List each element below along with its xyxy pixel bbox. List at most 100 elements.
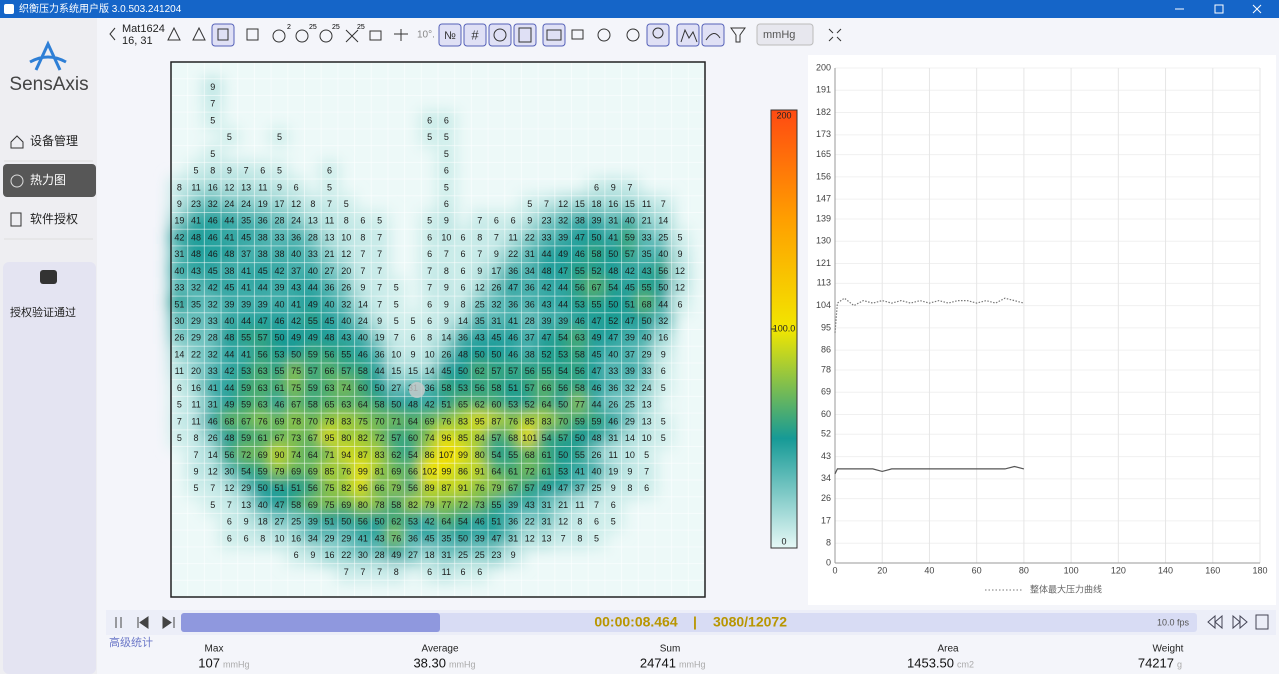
heat-cell bbox=[502, 477, 524, 499]
menu-selected[interactable] bbox=[3, 164, 96, 197]
y-tick-label: 52 bbox=[821, 429, 831, 439]
playback-controls[interactable] bbox=[115, 616, 175, 629]
cell-value: 8 bbox=[394, 567, 399, 577]
menu-item[interactable]: 设备管理 bbox=[30, 133, 78, 148]
cell-value: 36 bbox=[458, 333, 468, 343]
heat-cell bbox=[486, 411, 507, 432]
cell-value: 28 bbox=[274, 216, 284, 226]
cell-value: 39 bbox=[625, 333, 635, 343]
cell-value: 19 bbox=[375, 333, 385, 343]
cell-value: 36 bbox=[325, 283, 335, 293]
heat-cell bbox=[352, 210, 374, 232]
heat-cell bbox=[269, 344, 290, 365]
cell-value: 47 bbox=[558, 483, 568, 493]
cell-value: 32 bbox=[491, 299, 501, 309]
heat-cell bbox=[636, 394, 657, 416]
cell-value: 64 bbox=[541, 400, 551, 410]
back-button[interactable] bbox=[109, 27, 116, 41]
heat-cell bbox=[536, 327, 557, 349]
cell-value: 6 bbox=[227, 517, 232, 527]
y-tick-label: 200 bbox=[816, 62, 831, 72]
unit-select[interactable]: mmHg bbox=[763, 29, 795, 41]
heat-cell bbox=[419, 511, 440, 533]
export-button[interactable] bbox=[1255, 614, 1269, 630]
cell-value: 39 bbox=[475, 533, 485, 543]
cell-value: 59 bbox=[308, 349, 318, 359]
heat-cell bbox=[486, 327, 507, 349]
cell-value: 63 bbox=[258, 366, 268, 376]
menu-item[interactable]: 热力图 bbox=[30, 173, 66, 187]
heat-cell bbox=[452, 294, 474, 315]
cell-value: 5 bbox=[611, 517, 616, 527]
cell-value: 32 bbox=[341, 299, 351, 309]
heat-cell bbox=[586, 260, 607, 282]
cell-value: 55 bbox=[308, 316, 318, 326]
heat-cell bbox=[552, 227, 574, 248]
heat-cell bbox=[652, 411, 674, 432]
heat-cell bbox=[519, 277, 541, 299]
cell-value: 58 bbox=[441, 383, 451, 393]
heat-cell bbox=[569, 344, 591, 365]
heat-cell bbox=[536, 310, 557, 332]
heat-cell bbox=[319, 260, 340, 282]
cell-value: 70 bbox=[375, 416, 385, 426]
cell-value: 50 bbox=[375, 383, 385, 393]
cell-value: 96 bbox=[358, 483, 368, 493]
cell-value: 42 bbox=[425, 517, 435, 527]
heat-cell bbox=[586, 227, 607, 248]
heat-cell bbox=[402, 494, 424, 516]
cell-value: 7 bbox=[177, 416, 182, 426]
cell-value: 57 bbox=[525, 383, 535, 393]
heat-cell bbox=[269, 260, 290, 282]
heat-cell bbox=[536, 210, 557, 232]
heat-cell bbox=[235, 477, 257, 499]
cell-value: 57 bbox=[491, 366, 501, 376]
cell-value: 6 bbox=[427, 249, 432, 259]
heat-cell bbox=[569, 277, 591, 299]
cell-value: 47 bbox=[625, 316, 635, 326]
grid-toggle[interactable]: # bbox=[471, 27, 479, 42]
heat-cell bbox=[185, 344, 207, 365]
cell-value: 82 bbox=[408, 500, 418, 510]
heat-cell bbox=[352, 344, 374, 365]
cell-value: 9 bbox=[177, 199, 182, 209]
heat-cell bbox=[169, 377, 190, 399]
heat-cell bbox=[169, 310, 190, 332]
toolbar-icons[interactable] bbox=[167, 23, 842, 47]
step-controls[interactable] bbox=[1207, 614, 1248, 630]
cell-value: 14 bbox=[625, 433, 635, 443]
cell-value: 32 bbox=[208, 299, 218, 309]
window-controls[interactable] bbox=[1175, 4, 1262, 14]
cell-value: 47 bbox=[558, 266, 568, 276]
heat-cell bbox=[502, 427, 524, 449]
heat-cell bbox=[235, 327, 257, 349]
heat-cell bbox=[202, 377, 224, 399]
heat-cell bbox=[586, 394, 607, 416]
cell-value: 24 bbox=[224, 199, 234, 209]
cell-value: 6 bbox=[661, 366, 666, 376]
cell-value: 10 bbox=[425, 349, 435, 359]
menu-item[interactable]: 软件授权 bbox=[30, 211, 78, 226]
cell-value: 37 bbox=[625, 349, 635, 359]
cell-value: 7 bbox=[360, 266, 365, 276]
cell-value: 56 bbox=[258, 349, 268, 359]
heat-cell bbox=[352, 377, 374, 399]
heat-cell bbox=[319, 160, 340, 182]
heat-cell bbox=[436, 294, 457, 315]
heat-cell bbox=[452, 494, 474, 516]
cell-value: 37 bbox=[241, 249, 251, 259]
cell-value: 16 bbox=[325, 550, 335, 560]
cell-value: 51 bbox=[625, 299, 635, 309]
heat-cell bbox=[552, 294, 574, 315]
number-toggle[interactable]: № bbox=[444, 30, 456, 42]
cell-value: 44 bbox=[224, 383, 234, 393]
cell-value: 53 bbox=[408, 517, 418, 527]
heat-cell bbox=[235, 377, 257, 399]
cell-value: 7 bbox=[360, 567, 365, 577]
heat-cell bbox=[169, 210, 190, 232]
heat-cell bbox=[252, 528, 274, 549]
cell-value: 29 bbox=[625, 416, 635, 426]
heat-cell bbox=[185, 411, 207, 432]
heat-cell bbox=[352, 427, 374, 449]
cell-value: 22 bbox=[341, 550, 351, 560]
